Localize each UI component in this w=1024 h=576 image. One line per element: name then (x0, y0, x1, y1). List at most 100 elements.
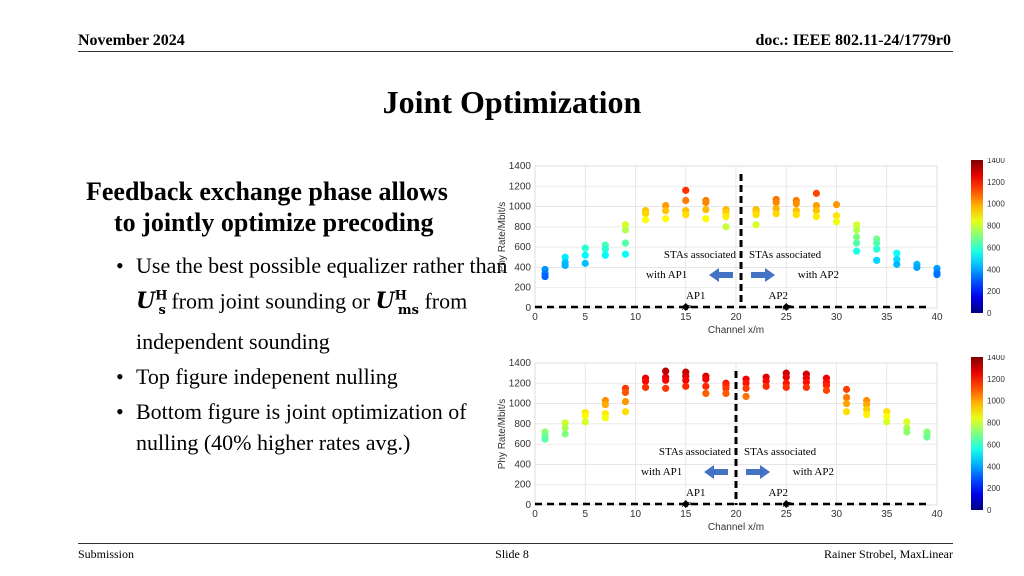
x-tick-label: 25 (781, 509, 793, 520)
data-point (561, 424, 569, 432)
data-point (883, 413, 891, 421)
x-tick-label: 10 (630, 509, 642, 520)
data-point (913, 263, 921, 272)
data-point (702, 375, 710, 383)
ap1-association-label: STAs associated (659, 446, 732, 458)
data-point (752, 211, 760, 219)
data-point (662, 384, 670, 392)
data-point (863, 411, 871, 419)
data-point (812, 189, 820, 197)
data-point (812, 207, 820, 215)
data-point (802, 378, 810, 386)
data-point (662, 376, 670, 384)
data-point (742, 384, 750, 392)
ap2-label: AP2 (768, 290, 788, 302)
colorbar-tick-label: 600 (987, 440, 1001, 449)
data-point (662, 207, 670, 215)
x-tick-label: 5 (582, 509, 588, 520)
data-point (702, 206, 710, 214)
colorbar-tick-label: 1000 (987, 200, 1005, 209)
data-point (722, 389, 730, 398)
colorbar-tick-label: 1200 (987, 375, 1005, 384)
data-point (782, 383, 790, 391)
x-tick-label: 30 (831, 509, 843, 520)
data-point (581, 412, 589, 420)
data-point (853, 233, 861, 241)
math-sup: H (155, 289, 168, 304)
data-point (662, 367, 670, 375)
data-point (832, 212, 841, 220)
data-point (682, 376, 690, 384)
bottom-chart-joint-optimization: 0 5 10 15 20 25 30 35 40020040060080010001200140… (497, 355, 1005, 533)
data-point (903, 418, 911, 426)
bullet-list: Use the best possible equalizer rather t… (116, 250, 516, 462)
ap-marker (681, 500, 690, 508)
y-axis-label: Phy Rate/Mbit/s (497, 399, 508, 470)
x-axis-label: Channel x/m (708, 522, 764, 533)
data-point (802, 383, 810, 391)
data-point (621, 221, 630, 229)
data-point (812, 213, 820, 221)
y-axis-label: Phy Rate/Mbit/s (497, 202, 508, 273)
data-point (722, 223, 730, 231)
data-point (832, 218, 841, 226)
data-point (863, 400, 871, 409)
bullet-item-bottom-figure: Bottom figure is joint optimization of n… (116, 396, 516, 458)
ap1-label: AP1 (686, 487, 706, 499)
ap2-association-label-line2: with AP2 (798, 269, 839, 281)
data-point (601, 251, 609, 259)
colorbar-tick-label: 1400 (987, 158, 1005, 165)
footer-divider (78, 543, 953, 544)
header-date: November 2024 (78, 32, 185, 49)
data-point (873, 239, 881, 247)
ap-marker (782, 303, 791, 311)
math-sub: ms (397, 302, 419, 318)
data-point (662, 215, 670, 223)
x-tick-label: 15 (680, 509, 692, 520)
y-tick-label: 200 (514, 283, 531, 294)
colorbar-tick-label: 0 (987, 309, 992, 318)
data-point (923, 433, 931, 441)
data-point (792, 211, 800, 219)
colorbar (971, 160, 983, 313)
data-point (762, 377, 770, 385)
left-arrow-icon (704, 465, 728, 479)
data-point (792, 199, 800, 208)
ap1-association-label: STAs associated (664, 249, 737, 261)
math-us-h: UHs (136, 288, 168, 317)
data-point (621, 408, 630, 416)
ap-marker (782, 500, 791, 508)
y-tick-label: 600 (514, 242, 531, 253)
data-point (581, 418, 589, 426)
colorbar-tick-label: 400 (987, 462, 1001, 471)
data-point (641, 210, 650, 218)
data-point (561, 430, 569, 438)
data-point (893, 249, 901, 257)
x-tick-label: 0 (532, 509, 538, 520)
data-point (772, 210, 780, 218)
data-point (682, 186, 690, 194)
data-point (621, 250, 630, 258)
colorbar-tick-label: 800 (987, 419, 1001, 428)
data-point (812, 201, 820, 210)
ap1-association-label-line2: with AP1 (641, 466, 682, 478)
data-point (893, 255, 901, 263)
data-point (782, 373, 790, 381)
data-point (863, 406, 871, 414)
x-tick-label: 35 (881, 312, 893, 323)
x-tick-label: 40 (931, 312, 943, 323)
data-point (702, 382, 710, 390)
math-ums-h: UHms (375, 288, 419, 317)
data-point (853, 247, 861, 255)
data-point (822, 386, 831, 394)
math-base: U (375, 288, 395, 315)
ap-marker-label: AP (783, 502, 793, 509)
y-tick-label: 400 (514, 262, 531, 273)
ap-marker-label: AP (682, 305, 692, 312)
y-tick-label: 1200 (509, 378, 532, 389)
data-point (853, 226, 861, 234)
y-tick-label: 400 (514, 459, 531, 470)
data-point (742, 392, 750, 401)
data-point (702, 198, 710, 207)
data-point (883, 408, 891, 416)
